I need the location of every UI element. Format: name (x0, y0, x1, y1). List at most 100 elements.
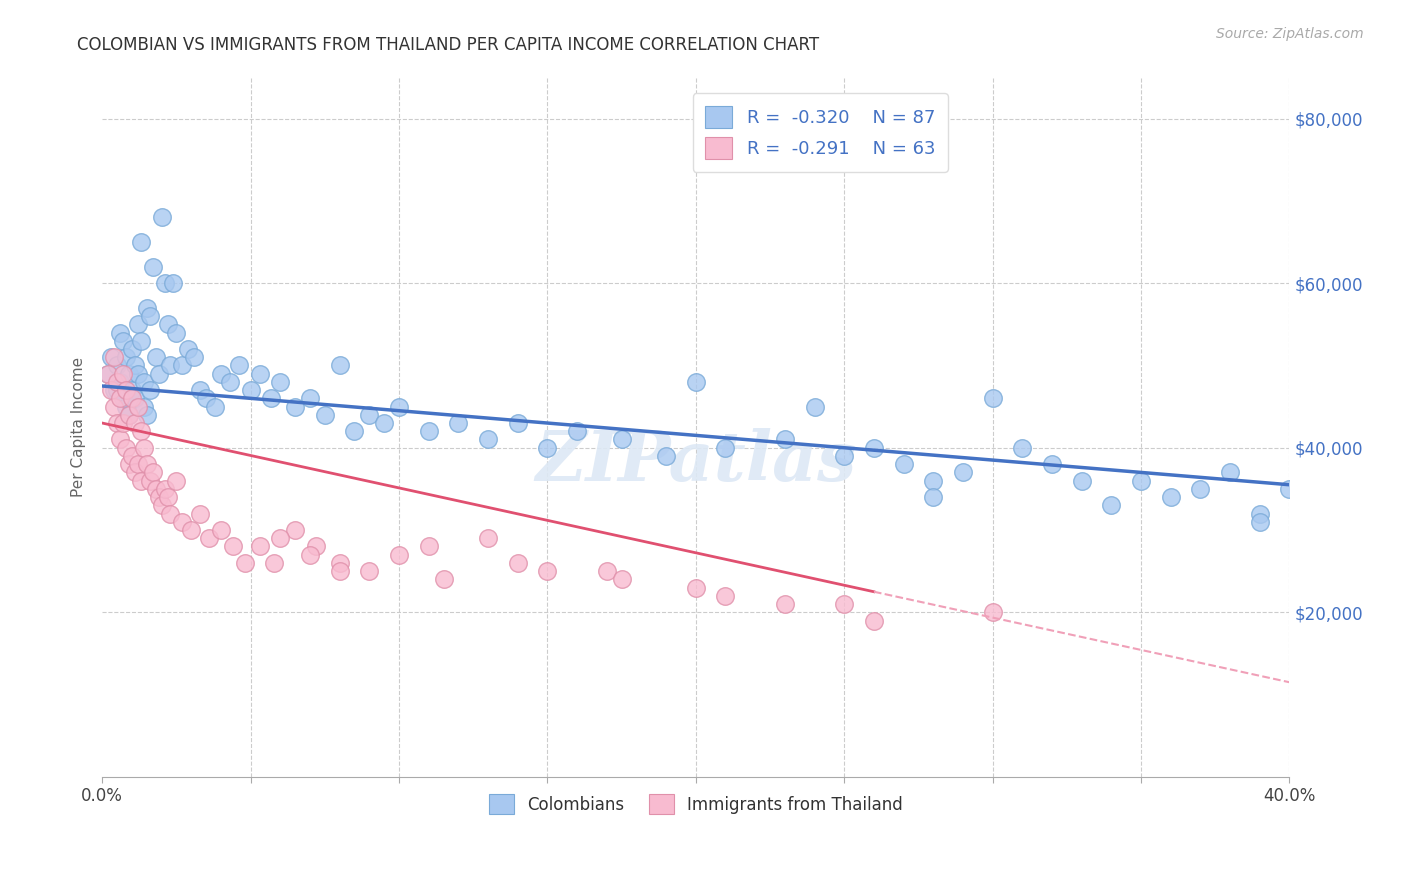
Point (159, 359, 181, 373)
Point (115, 350, 138, 364)
Point (148, 367, 170, 381)
Point (359, 564, 381, 578)
Point (172, 515, 194, 529)
Point (183, 350, 205, 364)
Point (127, 400, 149, 414)
Point (373, 416, 395, 430)
Point (121, 342, 143, 356)
Point (922, 490, 945, 504)
Point (108, 326, 131, 340)
Point (127, 367, 149, 381)
Point (108, 375, 131, 389)
Point (138, 309, 160, 323)
Point (1040, 457, 1063, 471)
Point (100, 383, 122, 397)
Point (118, 408, 141, 422)
Point (156, 318, 179, 332)
Point (685, 581, 707, 595)
Y-axis label: Per Capita Income: Per Capita Income (72, 357, 86, 497)
Point (1278, 482, 1301, 496)
Point (298, 548, 321, 562)
Point (1070, 474, 1092, 488)
Point (142, 260, 165, 274)
Point (111, 416, 134, 430)
Point (432, 573, 454, 587)
Text: COLOMBIAN VS IMMIGRANTS FROM THAILAND PER CAPITA INCOME CORRELATION CHART: COLOMBIAN VS IMMIGRANTS FROM THAILAND PE… (77, 36, 820, 54)
Point (1099, 499, 1122, 513)
Point (148, 490, 170, 504)
Point (249, 367, 271, 381)
Point (418, 540, 440, 554)
Point (172, 359, 194, 373)
Point (118, 457, 141, 471)
Point (773, 597, 796, 611)
Point (1160, 490, 1182, 504)
Point (188, 507, 211, 521)
Point (180, 523, 202, 537)
Point (832, 449, 855, 463)
Point (129, 424, 152, 438)
Point (145, 482, 167, 496)
Point (138, 474, 160, 488)
Point (284, 400, 307, 414)
Point (685, 375, 707, 389)
Point (1249, 507, 1271, 521)
Point (773, 433, 796, 447)
Point (477, 433, 499, 447)
Point (129, 474, 152, 488)
Point (610, 433, 633, 447)
Point (103, 350, 125, 364)
Point (209, 367, 232, 381)
Point (127, 318, 149, 332)
Point (536, 441, 558, 455)
Point (132, 400, 155, 414)
Point (115, 441, 138, 455)
Point (124, 359, 146, 373)
Point (222, 540, 245, 554)
Point (132, 375, 155, 389)
Point (1249, 515, 1271, 529)
Point (156, 490, 179, 504)
Point (103, 383, 125, 397)
Point (863, 614, 886, 628)
Point (329, 359, 352, 373)
Point (162, 276, 184, 290)
Point (596, 564, 619, 578)
Point (447, 416, 470, 430)
Point (388, 548, 411, 562)
Point (803, 400, 825, 414)
Point (129, 235, 152, 249)
Point (329, 556, 352, 570)
Point (135, 301, 157, 315)
Point (115, 383, 138, 397)
Point (111, 334, 134, 348)
Point (1011, 441, 1033, 455)
Point (1219, 466, 1241, 480)
Point (418, 424, 440, 438)
Point (150, 499, 173, 513)
Point (263, 556, 285, 570)
Point (714, 441, 737, 455)
Point (177, 342, 200, 356)
Point (124, 466, 146, 480)
Point (124, 392, 146, 406)
Point (832, 597, 855, 611)
Text: Source: ZipAtlas.com: Source: ZipAtlas.com (1216, 27, 1364, 41)
Point (269, 531, 291, 545)
Text: ZIPatlas: ZIPatlas (536, 428, 856, 496)
Point (329, 564, 352, 578)
Point (118, 367, 141, 381)
Point (981, 392, 1004, 406)
Point (124, 416, 146, 430)
Point (952, 466, 974, 480)
Point (142, 466, 165, 480)
Point (165, 474, 187, 488)
Point (536, 564, 558, 578)
Point (305, 540, 328, 554)
Point (209, 523, 232, 537)
Point (100, 350, 122, 364)
Point (233, 556, 256, 570)
Point (260, 392, 283, 406)
Legend: Colombians, Immigrants from Thailand: Colombians, Immigrants from Thailand (478, 784, 912, 824)
Point (108, 392, 131, 406)
